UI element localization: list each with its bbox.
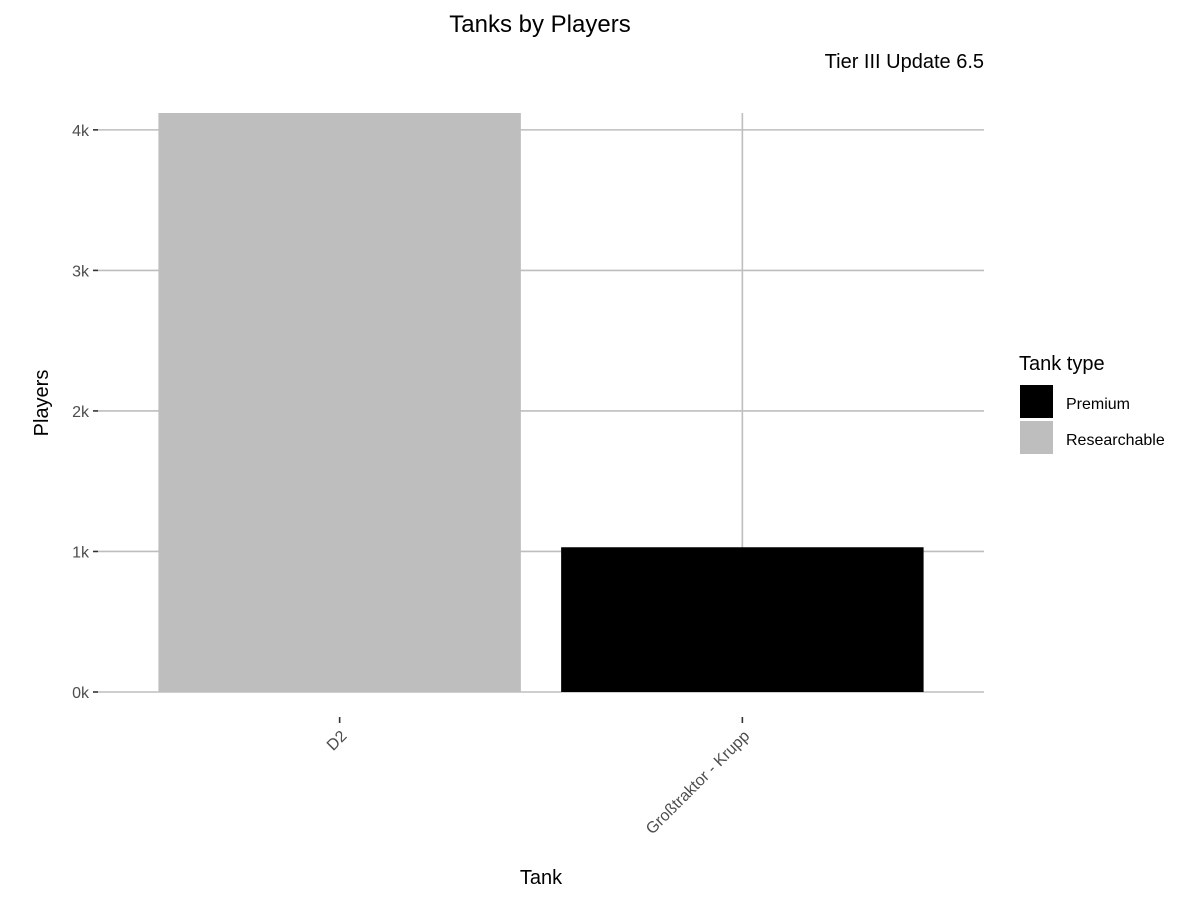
chart-title: Tanks by Players xyxy=(449,11,630,38)
x-tick-label: D2 xyxy=(324,728,351,755)
bar-d2 xyxy=(158,113,521,692)
y-tick-label: 3k xyxy=(72,263,90,280)
bar-grosstraktor-krupp xyxy=(561,547,924,692)
legend-label: Premium xyxy=(1066,396,1130,413)
legend-title: Tank type xyxy=(1019,353,1105,375)
y-tick-label: 2k xyxy=(72,404,90,421)
legend-swatch-researchable xyxy=(1020,421,1053,454)
x-axis-title: Tank xyxy=(520,867,563,889)
legend-entries: Premium Researchable xyxy=(1020,385,1165,454)
bars xyxy=(158,113,924,692)
chart-subtitle: Tier III Update 6.5 xyxy=(825,51,984,73)
legend-swatch-premium xyxy=(1020,385,1053,418)
x-axis: D2 Großtraktor - Krupp xyxy=(324,717,753,838)
y-tick-label: 4k xyxy=(72,123,90,140)
y-axis-title: Players xyxy=(31,370,53,437)
x-tick-label: Großtraktor - Krupp xyxy=(643,728,753,838)
y-tick-label: 0k xyxy=(72,685,90,702)
y-axis: 0k 1k 2k 3k 4k xyxy=(72,123,98,702)
y-tick-label: 1k xyxy=(72,544,90,561)
legend: Tank type Premium Researchable xyxy=(1019,353,1165,454)
legend-label: Researchable xyxy=(1066,432,1165,449)
